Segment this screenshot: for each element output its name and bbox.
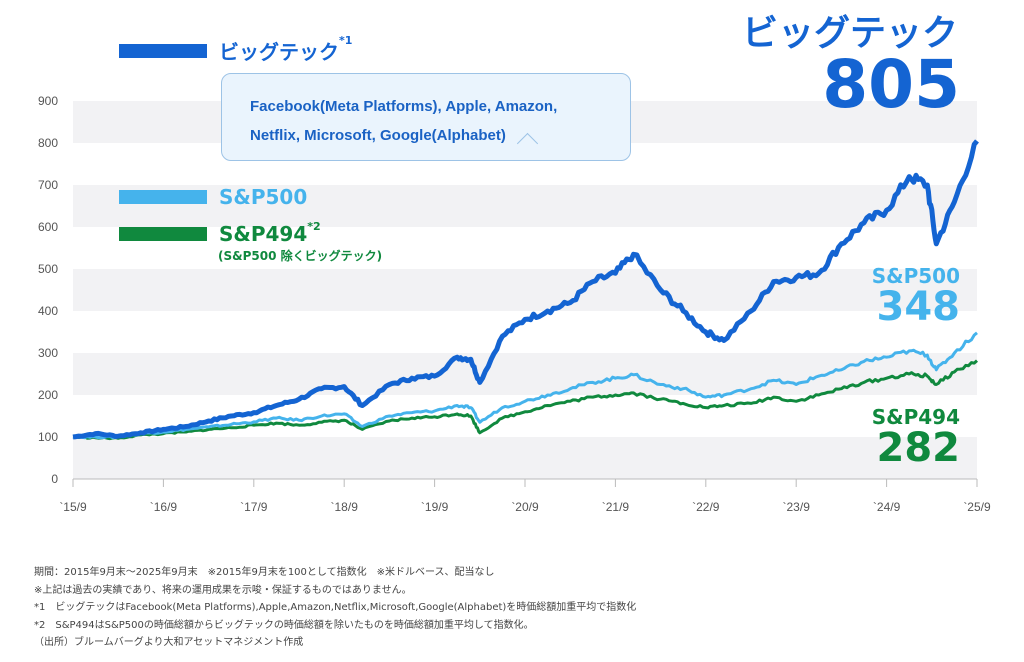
bigtech-swatch (119, 43, 207, 58)
bigtech-end-name: ビッグテック (741, 13, 958, 54)
footnote-2: *2 S&P494はS&P500の時価総額からビッグテックの時価総額を除いたもの… (34, 619, 534, 631)
x-tick-label: `22/9 (692, 500, 720, 514)
bigtech-constituents-callout: Facebook(Meta Platforms), Apple, Amazon,… (221, 73, 631, 161)
footnote-source: （出所）ブルームバーグより大和アセットマネジメント作成 (34, 637, 304, 648)
series-line-bigtech (72, 139, 979, 440)
sp494-end-name: S&P494 (871, 405, 960, 429)
sp500-end-value: 348 (876, 284, 961, 330)
legend-bigtech-label: ビッグテック (219, 40, 339, 64)
series-lines (72, 139, 979, 441)
series-line-sp494 (72, 359, 978, 441)
bigtech-end-value: 805 (822, 46, 960, 123)
legend-sp500-label: S&P500 (219, 185, 308, 209)
sp500-end-name: S&P500 (871, 264, 960, 288)
x-tick-label: `15/9 (59, 500, 87, 514)
callout-line-2: Netflix, Microsoft, Google(Alphabet) (250, 127, 506, 144)
y-tick-label: 0 (51, 472, 58, 486)
grid-band (73, 437, 977, 479)
legend-sp494-note: *2 (307, 220, 321, 233)
legend-bigtech-note: *1 (339, 34, 353, 47)
legend-item-sp500: S&P500 (119, 185, 307, 209)
x-tick-label: `17/9 (240, 500, 268, 514)
y-axis-ticks: 0 100 200 300 400 500 600 700 800 900 (38, 94, 58, 486)
y-tick-label: 200 (38, 388, 58, 402)
footnote-1: *1 ビッグテックはFacebook(Meta Platforms),Apple… (34, 602, 637, 613)
x-tick-label: `18/9 (331, 500, 359, 514)
y-tick-label: 600 (38, 220, 58, 234)
legend-item-bigtech: ビッグテック*1 (119, 34, 353, 65)
sp494-end-value: 282 (876, 425, 961, 471)
y-tick-label: 700 (38, 178, 58, 192)
footnotes: 期間：2015年9月末〜2025年9月末 ※2015年9月末を100として指数化… (34, 564, 636, 652)
y-tick-label: 900 (38, 94, 58, 108)
footnote-period: 期間：2015年9月末〜2025年9月末 ※2015年9月末を100として指数化… (34, 567, 495, 578)
x-tick-label: `20/9 (511, 500, 539, 514)
legend-sp494-label: S&P494 (219, 222, 308, 246)
x-tick-label: `16/9 (150, 500, 178, 514)
y-tick-label: 800 (38, 136, 58, 150)
legend-sp494-sublabel: (S&P500 除くビッグテック) (218, 249, 383, 263)
y-tick-label: 100 (38, 430, 58, 444)
sp500-swatch (119, 190, 207, 204)
x-tick-label: `24/9 (873, 500, 901, 514)
y-tick-label: 500 (38, 262, 58, 276)
x-tick-label: `25/9 (963, 500, 991, 514)
x-axis-ticks: `15/9 `16/9 `17/9 `18/9 `19/9 `20/9 `21/9 `22/9… (59, 479, 991, 514)
footnote-disclaimer: ※上記は過去の実績であり、将来の運用成果を示唆・保証するものではありません。 (34, 584, 412, 596)
x-tick-label: `21/9 (602, 500, 630, 514)
grid-band (73, 269, 977, 311)
x-tick-label: `19/9 (421, 500, 449, 514)
legend-item-sp494: S&P494*2 (119, 220, 321, 246)
sp494-swatch (119, 227, 207, 241)
x-tick-label: `23/9 (783, 500, 811, 514)
y-tick-label: 400 (38, 304, 58, 318)
y-tick-label: 300 (38, 346, 58, 360)
grid-band (73, 185, 977, 227)
series-line-sp500 (72, 331, 978, 440)
callout-line-1: Facebook(Meta Platforms), Apple, Amazon, (250, 98, 558, 115)
